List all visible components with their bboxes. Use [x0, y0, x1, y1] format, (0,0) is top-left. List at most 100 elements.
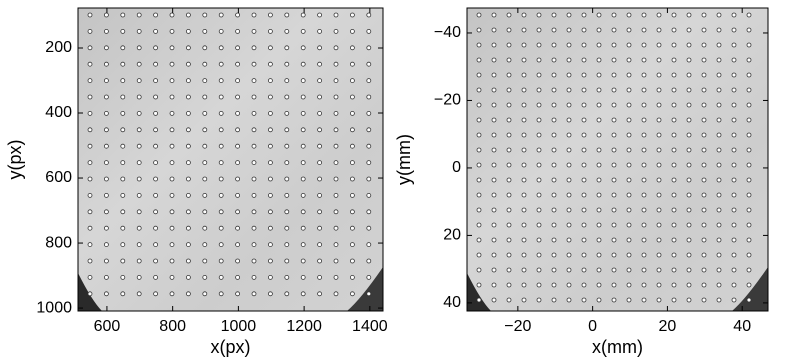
- grid-dot: [536, 282, 542, 288]
- grid-dot: [267, 176, 273, 182]
- panel: −20 0 20 40 −40 −20 0 20 40 x(mm) y(mm): [394, 7, 769, 357]
- grid-dot: [701, 237, 707, 243]
- y-tick-label: 200: [45, 39, 72, 56]
- grid-dot: [349, 61, 355, 67]
- grid-dot: [104, 242, 109, 248]
- grid-dot: [317, 111, 323, 116]
- grid-dot: [716, 72, 722, 78]
- grid-dot: [185, 94, 191, 100]
- y-tick-label: −40: [434, 24, 461, 41]
- grid-dot: [317, 291, 323, 297]
- grid-dot: [251, 127, 257, 133]
- grid-dot: [349, 94, 355, 100]
- grid-dot: [120, 28, 126, 34]
- grid-dot: [581, 27, 587, 33]
- grid-dot: [686, 132, 692, 138]
- grid-dot: [521, 297, 527, 303]
- grid-dot: [551, 102, 557, 108]
- x-axis-label: x(px): [211, 337, 251, 357]
- grid-dot: [267, 242, 273, 248]
- grid-dot: [551, 252, 557, 258]
- grid-dot: [626, 252, 632, 258]
- grid-dot: [626, 12, 632, 18]
- grid-dot: [596, 132, 602, 138]
- grid-dot: [185, 258, 191, 264]
- grid-dot: [284, 291, 290, 297]
- grid-dot: [551, 132, 557, 138]
- image-corner: [78, 273, 102, 311]
- grid-dot: [284, 45, 290, 51]
- grid-dot: [581, 42, 587, 48]
- grid-dot: [641, 162, 647, 168]
- grid-dot: [120, 176, 126, 182]
- grid-dot: [104, 111, 109, 116]
- grid-dot: [120, 258, 126, 264]
- grid-dot: [581, 12, 587, 18]
- y-axis-label: y(px): [5, 140, 25, 180]
- grid-dot: [202, 258, 208, 264]
- grid-dot: [611, 117, 617, 123]
- grid-dot: [566, 252, 572, 258]
- grid-dot: [267, 94, 273, 100]
- grid-dot: [746, 222, 752, 228]
- x-tick-label: 800: [159, 318, 186, 335]
- grid-dot: [596, 252, 602, 258]
- grid-dot: [251, 12, 257, 18]
- grid-dot: [731, 177, 737, 183]
- grid-dot: [251, 94, 257, 100]
- grid-dot: [566, 147, 572, 153]
- grid-dot: [218, 45, 224, 51]
- grid-dot: [536, 87, 542, 93]
- grid-dot: [120, 45, 126, 51]
- grid-dot: [551, 147, 557, 153]
- x-tick-label: 1000: [221, 318, 257, 335]
- grid-dot: [169, 176, 175, 182]
- grid-dot: [716, 12, 722, 18]
- grid-dot: [731, 132, 737, 138]
- grid-dot: [251, 28, 257, 34]
- grid-dot: [641, 237, 647, 243]
- grid-dot: [87, 242, 93, 248]
- grid-dot: [169, 28, 175, 34]
- grid-dot: [104, 258, 109, 264]
- grid-dot: [656, 207, 662, 213]
- grid-dot: [611, 297, 617, 303]
- grid-dot: [333, 160, 339, 166]
- grid-dot: [251, 258, 257, 264]
- grid-dot: [641, 117, 647, 123]
- grid-dot: [300, 28, 306, 34]
- grid-dot: [284, 61, 290, 67]
- grid-dot: [626, 207, 632, 213]
- grid-dot: [491, 132, 497, 138]
- grid-dot: [491, 192, 497, 198]
- grid-dot: [581, 162, 587, 168]
- grid-dot: [566, 222, 572, 228]
- grid-dot: [169, 291, 175, 297]
- grid-dot: [566, 297, 572, 303]
- image-corner: [467, 273, 491, 311]
- grid-dot: [87, 225, 93, 231]
- grid-dot: [641, 192, 647, 198]
- grid-dot: [120, 143, 126, 149]
- grid-dot: [686, 147, 692, 153]
- grid-dot: [716, 282, 722, 288]
- grid-dot: [731, 252, 737, 258]
- grid-dot: [87, 192, 93, 198]
- grid-dot: [153, 258, 159, 264]
- grid-dot: [284, 12, 290, 18]
- grid-dot: [701, 177, 707, 183]
- grid-dot: [491, 162, 497, 168]
- grid-dot: [506, 147, 512, 153]
- grid-dot: [366, 12, 372, 18]
- grid-dot: [536, 102, 542, 108]
- grid-dot: [686, 162, 692, 168]
- grid-dot: [136, 258, 142, 264]
- grid-dot: [716, 192, 722, 198]
- grid-dot: [626, 177, 632, 183]
- grid-dot: [476, 282, 482, 288]
- grid-dot: [267, 258, 273, 264]
- grid-dot: [611, 192, 617, 198]
- grid-dot: [566, 162, 572, 168]
- grid-dot: [566, 57, 572, 63]
- grid-dot: [506, 177, 512, 183]
